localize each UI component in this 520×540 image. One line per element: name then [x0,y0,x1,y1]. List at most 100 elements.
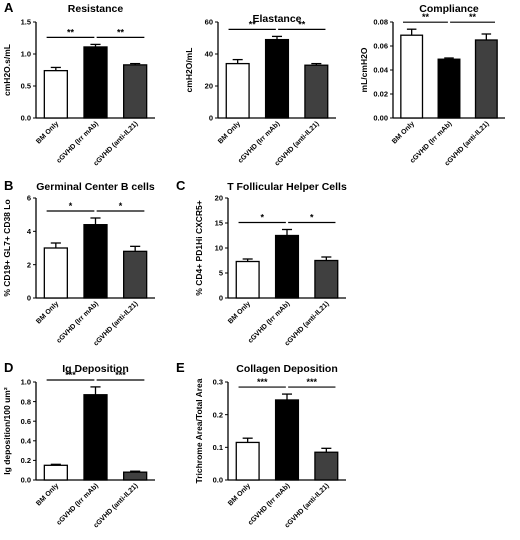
x-category-label: cGVHD (anti-IL21) [274,120,321,167]
y-tick-label: 0 [209,114,213,123]
y-axis-label: Ig deposition/100 um² [2,387,12,475]
chart-title: Compliance [419,3,479,15]
y-tick-label: 0 [219,294,223,303]
panel-letter: A [4,0,14,15]
significance-label: *** [115,370,126,380]
bar [43,69,68,119]
significance-label: ** [117,27,125,37]
panel-5: C T Follicular Helper Cells % CD4+ PD1Hi C… [176,178,347,347]
panel-3: Compliance mL/cmH2O 0.00 0.02 0.04 0.06 0.08 BM… [359,3,505,167]
x-category-label: cGVHD (Irr mAb) [247,300,291,344]
bar [314,259,339,299]
y-axis-label: % CD4+ PD1Hi CXCR5+ [194,200,204,295]
y-tick-label: 5 [219,269,223,278]
bar [400,34,424,119]
significance-label: * [260,213,264,223]
x-category-label: BM Only [35,300,60,325]
y-axis-label: cmH2O.s/mL [2,44,12,96]
x-category-label: BM Only [227,482,252,507]
significance-label: * [310,213,314,223]
x-category-label: BM Only [391,120,416,145]
x-category-label: cGVHD (anti-IL21) [93,482,140,529]
y-tick-label: 2 [27,260,31,269]
significance-label: *** [307,377,318,387]
significance-label: ** [67,27,75,37]
x-category-label: BM Only [35,482,60,507]
bar [314,451,339,481]
panel-letter: D [4,360,13,375]
chart-title: Ig Deposition [62,363,129,375]
y-tick-label: 20 [215,194,223,203]
y-tick-label: 6 [27,194,31,203]
bar [235,441,260,481]
x-category-label: cGVHD (Irr mAb) [56,120,100,164]
significance-label: ** [422,12,430,22]
x-category-label: BM Only [217,120,242,145]
y-tick-label: 0.06 [373,42,388,51]
y-tick-label: 10 [215,244,223,253]
x-category-label: BM Only [227,300,252,325]
bar [83,46,108,119]
y-tick-label: 0.02 [373,90,388,99]
bar [83,224,108,299]
bar [274,234,300,299]
y-tick-label: 1.0 [21,50,31,59]
y-tick-label: 0.0 [21,476,31,485]
y-tick-label: 15 [215,219,223,228]
bar [304,64,329,119]
panel-4: B Germinal Center B cells % CD19+ GL7+ CD3… [2,178,155,347]
y-tick-label: 0.1 [213,443,223,452]
y-tick-label: 4 [27,227,32,236]
bar [225,62,250,119]
bar [123,471,148,481]
x-category-label: cGVHD (anti-IL21) [93,120,140,167]
y-tick-label: 40 [205,50,213,59]
bar [235,260,260,299]
chart-title: T Follicular Helper Cells [227,181,347,193]
y-tick-label: 0.04 [373,66,388,75]
x-category-label: cGVHD (Irr mAb) [56,300,100,344]
significance-label: ** [469,12,477,22]
x-category-label: BM Only [35,120,60,145]
bar [274,399,300,481]
y-axis-label: cmH2O/mL [184,48,194,93]
bar [264,38,290,119]
bar [123,64,148,119]
x-category-label: cGVHD (anti-IL21) [93,300,140,347]
significance-label: *** [257,377,268,387]
bar [123,250,148,299]
chart-title: Resistance [68,3,124,15]
significance-label: ** [298,19,306,29]
y-axis-label: mL/cmH2O [359,47,369,92]
x-category-label: cGVHD (anti-IL21) [284,482,331,529]
panel-6: D Ig Deposition Ig deposition/100 um² 0.0 0.… [2,360,155,529]
x-category-label: cGVHD (Irr mAb) [247,482,291,526]
y-tick-label: 1.0 [21,378,31,387]
y-tick-label: 60 [205,18,213,27]
x-category-label: cGVHD (Irr mAb) [237,120,281,164]
bar [83,394,108,481]
bar [43,247,68,299]
chart-title: Elastance [252,13,301,25]
panel-1: A Resistance cmH2O.s/mL 0.0 0.5 1.0 1.5 BM Only… [2,0,155,167]
y-tick-label: 0.4 [21,437,32,446]
y-tick-label: 20 [205,82,213,91]
y-axis-label: % CD19+ GL7+ CD38 Lo [2,199,12,296]
panel-letter: E [176,360,185,375]
y-tick-label: 0.2 [21,456,31,465]
x-category-label: cGVHD (Irr mAb) [56,482,100,526]
y-tick-label: 0.0 [213,476,223,485]
chart-title: Germinal Center B cells [36,181,155,193]
panel-7: E Collagen Deposition Trichrome Area/Total… [176,360,346,529]
y-tick-label: 0.2 [213,410,223,419]
bar [474,39,498,119]
significance-label: * [119,201,123,211]
significance-label: ** [249,19,257,29]
bar [437,58,461,119]
x-category-label: cGVHD (anti-IL21) [284,300,331,347]
y-tick-label: 0 [27,294,31,303]
y-tick-label: 0.00 [373,114,388,123]
y-tick-label: 1.5 [21,18,31,27]
